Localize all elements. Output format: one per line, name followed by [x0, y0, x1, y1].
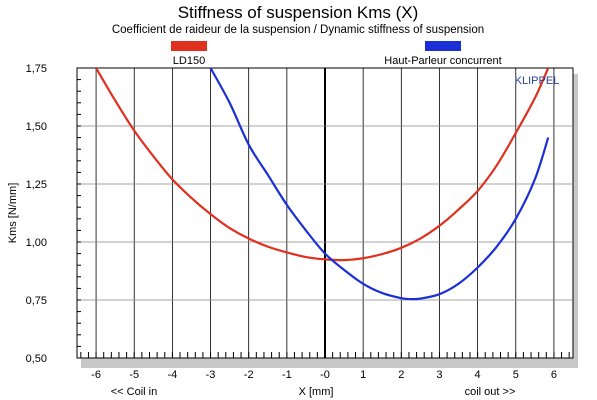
x-tick-label: -6 [91, 369, 101, 381]
series-line-concurrent [209, 68, 550, 301]
brand-label: KLIPPEL [515, 75, 560, 87]
legend-ld150-label: LD150 [173, 55, 205, 67]
x-tick-label: 4 [475, 369, 481, 381]
x-tick-label: -5 [129, 369, 139, 381]
x-annotation-coil-in: << Coil in [111, 386, 157, 398]
y-tick-label: 0,75 [26, 295, 47, 307]
x-tick-label: 1 [360, 369, 366, 381]
minor-ticks [77, 79, 570, 358]
x-tick-label: 3 [436, 369, 442, 381]
y-axis-label: Kms [N/mm] [7, 183, 19, 244]
x-tick-label: -4 [167, 369, 177, 381]
chart-subtitle: Coefficient de raideur de la suspension … [112, 24, 484, 36]
series-layer [95, 68, 550, 301]
legend-concurrent-label: Haut-Parleur concurrent [384, 55, 501, 67]
x-axis-label: X [mm] [299, 386, 334, 398]
x-tick-label: -3 [206, 369, 216, 381]
y-tick-label: 1,00 [26, 237, 47, 249]
x-tick-label: -2 [244, 369, 254, 381]
x-tick-label: -1 [282, 369, 292, 381]
x-tick-labels: -6 -5 -4 -3 -2 -1 -0 1 2 3 4 5 6 [91, 369, 557, 381]
x-tick-label: 6 [551, 369, 557, 381]
y-tick-label: 1,75 [26, 63, 47, 75]
x-annotation-coil-out: coil out >> [465, 386, 516, 398]
x-tick-label: 5 [513, 369, 519, 381]
y-tick-label: 1,25 [26, 179, 47, 191]
series-line-ld150 [95, 68, 550, 262]
grid [77, 68, 573, 358]
legend-concurrent-swatch [425, 41, 461, 51]
x-tick-label: 2 [398, 369, 404, 381]
legend-ld150-swatch [171, 41, 207, 51]
x-tick-label: -0 [320, 369, 330, 381]
y-tick-labels: 0,50 0,75 1,00 1,25 1,50 1,75 [26, 63, 47, 365]
y-tick-label: 1,50 [26, 121, 47, 133]
legend: LD150 Haut-Parleur concurrent [171, 41, 502, 67]
chart-title: Stiffness of suspension Kms (X) [178, 3, 419, 22]
y-tick-label: 0,50 [26, 353, 47, 365]
